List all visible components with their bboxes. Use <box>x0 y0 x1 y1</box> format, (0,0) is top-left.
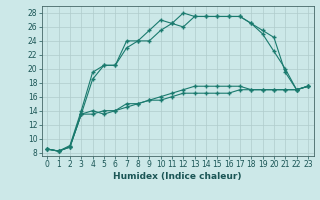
X-axis label: Humidex (Indice chaleur): Humidex (Indice chaleur) <box>113 172 242 181</box>
